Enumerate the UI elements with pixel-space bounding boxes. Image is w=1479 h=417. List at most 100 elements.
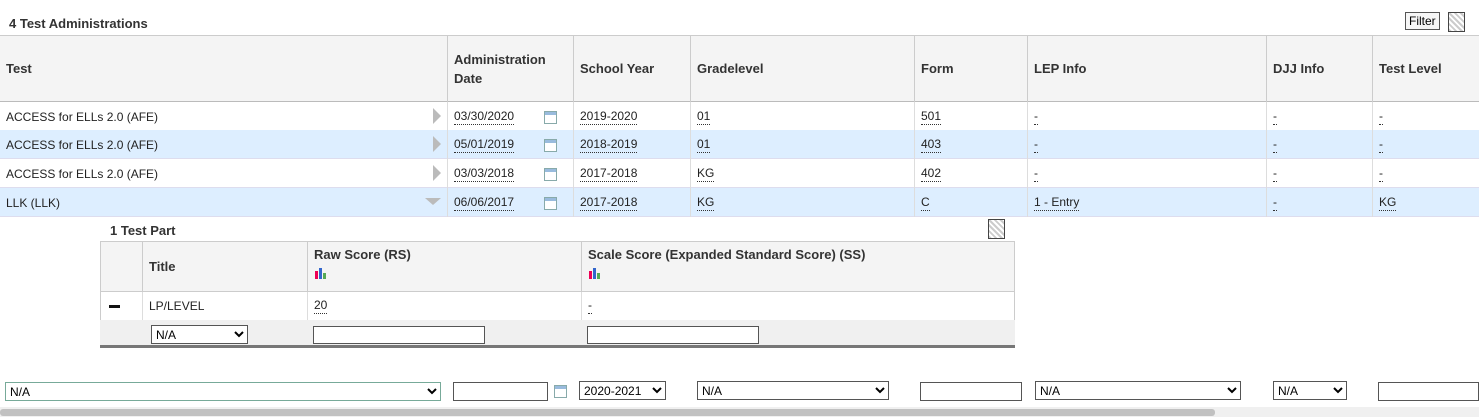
column-header: Form — [914, 35, 1027, 102]
row-bg — [0, 102, 1479, 131]
djj-info-select[interactable]: N/A — [1273, 381, 1347, 400]
cell-text: - — [1273, 165, 1277, 182]
sub-column-header: Raw Score (RS) — [307, 241, 581, 292]
sub-header-text: Scale Score (Expanded Standard Score) (S… — [588, 247, 866, 262]
column-header: Test Level — [1372, 35, 1479, 102]
cell-text: ACCESS for ELLs 2.0 (AFE) — [6, 109, 159, 124]
cell: - — [1372, 130, 1479, 159]
column-header: Administration Date — [447, 35, 573, 102]
sub-column-header: Scale Score (Expanded Standard Score) (S… — [581, 241, 1015, 292]
cell: ACCESS for ELLs 2.0 (AFE) — [0, 159, 447, 188]
cell: 01 — [690, 130, 914, 159]
cell-text: 05/01/2019 — [454, 136, 515, 153]
expand-icon[interactable] — [1448, 12, 1465, 32]
cell-text: 1 - Entry — [1034, 194, 1080, 211]
cell: - — [1266, 130, 1372, 159]
calendar-icon[interactable] — [544, 197, 557, 210]
cell-text: KG — [1379, 194, 1397, 211]
cell: 1 - Entry — [1027, 188, 1266, 217]
test-select[interactable]: N/A — [5, 382, 441, 401]
column-header: School Year — [573, 35, 690, 102]
test-level-input[interactable] — [1378, 382, 1479, 401]
raw-score-input[interactable] — [313, 326, 485, 344]
cell-text: ACCESS for ELLs 2.0 (AFE) — [6, 137, 159, 152]
cell: 06/06/2017 — [447, 188, 573, 217]
cell: ACCESS for ELLs 2.0 (AFE) — [0, 130, 447, 159]
cell: - — [1027, 159, 1266, 188]
cell-text: LLK (LLK) — [6, 195, 61, 210]
cell: - — [1372, 159, 1479, 188]
cell-text: 01 — [697, 108, 711, 125]
sub-header-bg — [100, 241, 1015, 292]
chart-icon[interactable] — [588, 267, 602, 279]
sub-title: 1 Test Part — [110, 223, 176, 238]
cell-text: - — [1379, 108, 1383, 125]
filter-button[interactable]: Filter — [1405, 12, 1440, 30]
calendar-icon[interactable] — [544, 168, 557, 181]
cell-text: 2017-2018 — [580, 165, 638, 182]
calendar-icon[interactable] — [544, 139, 557, 152]
scrollbar[interactable] — [0, 407, 1479, 417]
calendar-icon[interactable] — [544, 111, 557, 124]
expand-arrow[interactable] — [433, 136, 441, 152]
cell-text: - — [1379, 165, 1383, 182]
cell-text: C — [921, 194, 930, 211]
sub-row-bg — [100, 292, 1015, 320]
remove-icon[interactable] — [109, 305, 120, 308]
cell: 2018-2019 — [573, 130, 690, 159]
cell-text: 403 — [921, 136, 942, 153]
cell-text: ACCESS for ELLs 2.0 (AFE) — [6, 166, 159, 181]
form-input[interactable] — [920, 382, 1022, 401]
date-input[interactable] — [453, 382, 548, 401]
cell: 2017-2018 — [573, 188, 690, 217]
sub-cell: LP/LEVEL — [142, 292, 307, 320]
title: 4 Test Administrations — [9, 16, 148, 31]
expand-arrow[interactable] — [433, 165, 441, 181]
cell: KG — [690, 188, 914, 217]
sub-cell: 20 — [307, 292, 581, 320]
sub-cell: - — [581, 292, 1015, 320]
sub-expand-icon[interactable] — [988, 219, 1005, 239]
expand-arrow[interactable] — [425, 198, 441, 205]
cell-text: KG — [697, 165, 715, 182]
cell: - — [1266, 102, 1372, 131]
scale-score-input[interactable] — [587, 326, 759, 344]
cell-text: 2018-2019 — [580, 136, 638, 153]
cell: ACCESS for ELLs 2.0 (AFE) — [0, 102, 447, 131]
cell-text: - — [1034, 136, 1038, 153]
cell-text: 01 — [697, 136, 711, 153]
cell-text: 03/03/2018 — [454, 165, 515, 182]
cell-text: 501 — [921, 108, 942, 125]
cell-text: - — [1273, 194, 1277, 211]
cell-text: KG — [697, 194, 715, 211]
sub-header-text: Raw Score (RS) — [314, 247, 411, 262]
cell: 03/03/2018 — [447, 159, 573, 188]
cell: 403 — [914, 130, 1027, 159]
row-bg — [0, 159, 1479, 188]
cell: 03/30/2020 — [447, 102, 573, 131]
row-bg — [0, 130, 1479, 159]
row-bg — [0, 188, 1479, 217]
title-select[interactable]: N/A — [151, 325, 248, 344]
cell: 501 — [914, 102, 1027, 131]
cell-text: - — [1379, 136, 1383, 153]
calendar-icon[interactable] — [554, 385, 567, 398]
cell-text: - — [1034, 165, 1038, 182]
cell: C — [914, 188, 1027, 217]
school-year-select[interactable]: 2020-2021 — [579, 381, 666, 400]
cell-text: - — [1034, 108, 1038, 125]
chart-icon[interactable] — [314, 267, 328, 279]
scroll-thumb[interactable] — [0, 409, 1215, 416]
sub-cell-text: - — [588, 298, 592, 314]
expand-arrow[interactable] — [433, 108, 441, 124]
cell-text: 03/30/2020 — [454, 108, 515, 125]
lep-info-select[interactable]: N/A — [1035, 381, 1241, 400]
cell: - — [1266, 188, 1372, 217]
column-header: LEP Info — [1027, 35, 1266, 102]
sub-column-header: Title — [142, 241, 307, 292]
gradelevel-select[interactable]: N/A — [697, 381, 889, 400]
column-header: DJJ Info — [1266, 35, 1372, 102]
sub-cell-text: LP/LEVEL — [149, 299, 205, 313]
cell: 402 — [914, 159, 1027, 188]
